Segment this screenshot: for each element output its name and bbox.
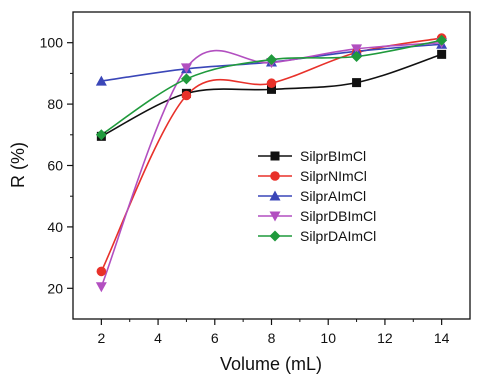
y-axis-title: R (%) [8,142,28,188]
data-point-silprdbimcl [180,63,192,74]
data-point-silprdbimcl [95,282,107,293]
x-tick-label: 6 [211,330,219,346]
x-tick-label: 10 [320,330,336,346]
legend-marker-silprnimcl [270,171,280,181]
legend-label-silprbimcl: SilprBImCl [300,148,366,164]
data-point-silprdaimcl [95,129,107,141]
y-tick-label: 80 [47,96,63,112]
x-tick-label: 14 [434,330,450,346]
y-tick-label: 20 [47,280,63,296]
data-point-silprnimcl [96,266,107,277]
x-tick-label: 4 [154,330,162,346]
axes: 2 4 6 8 10 12 14 20 40 60 80 100 [40,11,471,346]
x-axis-title: Volume (mL) [220,354,322,374]
series-curves [100,37,442,288]
legend-marker-silprbimcl [270,151,280,161]
data-point-silprdaimcl [351,51,363,63]
legend-marker-silpraimcl [269,190,281,201]
series-markers [95,33,448,293]
legend-label-silprdbimcl: SilprDBImCl [300,208,376,224]
data-point-silprbimcl [352,78,362,88]
x-tick-label: 2 [97,330,105,346]
data-point-silprnimcl [181,90,192,101]
series-line-silprdbimcl [100,41,442,288]
legend-label-silprdaimcl: SilprDAImCl [300,228,376,244]
y-tick-label: 60 [47,158,63,174]
data-point-silprdaimcl [436,34,448,46]
y-tick-label: 40 [47,219,63,235]
legend: SilprBImCl SilprNImCl SilprAImCl SilprDBImC… [258,148,376,244]
data-point-silprbimcl [437,49,447,59]
x-tick-label: 8 [268,330,276,346]
data-point-silprdbimcl [351,44,363,55]
data-point-silprdaimcl [266,54,277,66]
y-tick-label: 100 [40,35,64,51]
data-point-silprdaimcl [180,73,192,85]
legend-marker-silprdbimcl [269,211,281,222]
x-tick-label: 12 [377,330,393,346]
data-point-silprbimcl [267,84,276,94]
data-point-silpraimcl [95,75,107,86]
series-line-silprnimcl [100,37,442,272]
legend-label-silpraimcl: SilprAImCl [300,188,366,204]
data-point-silprnimcl [266,78,277,89]
legend-marker-silprdaimcl [269,230,281,242]
legend-label-silprnimcl: SilprNImCl [300,168,367,184]
